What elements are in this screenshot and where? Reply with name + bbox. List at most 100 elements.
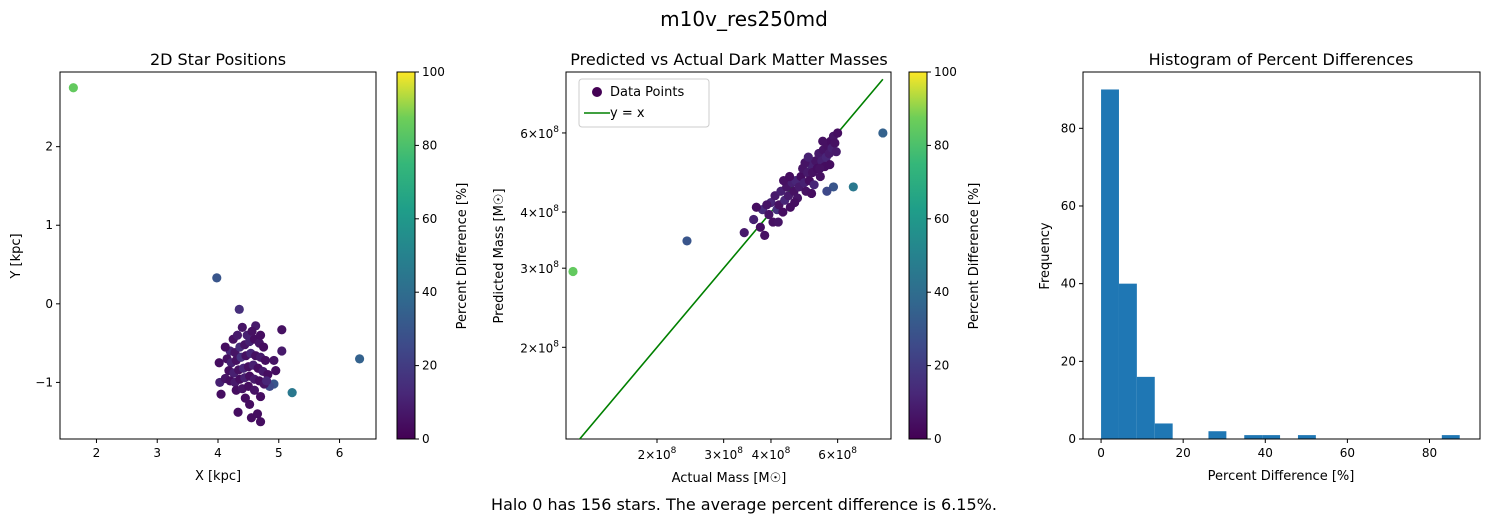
mass-comparison-point xyxy=(682,236,692,246)
y-tick-label: 80 xyxy=(1061,121,1076,135)
x-tick-label: 80 xyxy=(1422,446,1437,460)
x-tick-label: 4×108 xyxy=(752,446,791,462)
star-position-point xyxy=(255,391,266,402)
mass-comparison-point xyxy=(749,214,759,225)
star-position-point xyxy=(269,355,279,366)
star-position-point xyxy=(216,389,226,399)
mass-comparison-point xyxy=(778,207,788,217)
panel3-y-axis-label: Frequency xyxy=(1038,222,1053,289)
mass-comparison-point xyxy=(878,128,888,138)
histogram-bar xyxy=(1101,89,1119,439)
mass-comparison-point xyxy=(831,147,841,157)
panel2-title: Predicted vs Actual Dark Matter Masses xyxy=(570,50,887,69)
colorbar-1-label: Percent Difference [%] xyxy=(455,183,470,330)
y-tick-label: 3×108 xyxy=(520,260,559,276)
colorbar-tick-label: 100 xyxy=(422,65,445,79)
panel1-y-axis-label: Y [kpc] xyxy=(9,233,24,279)
colorbar-tick-label: 40 xyxy=(934,285,949,299)
mass-comparison-point xyxy=(773,217,783,227)
mass-comparison-point xyxy=(755,222,765,232)
mass-comparison-point xyxy=(760,230,770,240)
mass-comparison-point xyxy=(739,228,749,238)
panel2-points xyxy=(568,128,888,277)
panel2-y-axis-label: Predicted Mass [M☉] xyxy=(492,188,507,323)
y-tick-label: 0 xyxy=(1068,432,1076,446)
y-tick-label: 1 xyxy=(45,218,53,232)
star-position-point xyxy=(240,393,250,403)
panel-mass-comparison: Predicted vs Actual Dark Matter Masses 2… xyxy=(492,50,892,486)
star-position-point xyxy=(271,366,281,376)
histogram-bar xyxy=(1208,431,1227,439)
histogram-bar xyxy=(1136,376,1155,439)
x-tick-label: 20 xyxy=(1176,446,1191,460)
mass-comparison-point xyxy=(762,200,772,210)
x-tick-label: 3×108 xyxy=(704,446,743,462)
star-position-point xyxy=(277,346,287,356)
x-tick-label: 40 xyxy=(1258,446,1273,460)
colorbar-tick-label: 0 xyxy=(934,432,942,446)
colorbar-tick-label: 80 xyxy=(422,138,437,152)
x-tick-label: 5 xyxy=(275,446,283,460)
star-position-point xyxy=(234,304,244,314)
panel3-y-ticks: 0 20 40 60 80 xyxy=(1061,121,1083,446)
figure-suptitle: m10v_res250md xyxy=(660,7,828,31)
star-position-point xyxy=(354,354,365,364)
mass-comparison-point xyxy=(825,160,835,170)
panel2-legend: Data Points y = x xyxy=(578,78,710,128)
star-position-point xyxy=(220,342,230,352)
figure-caption: Halo 0 has 156 stars. The average percen… xyxy=(491,495,997,514)
mass-comparison-point xyxy=(833,128,843,138)
mass-comparison-point xyxy=(751,202,761,212)
histogram-bar xyxy=(1297,435,1316,439)
legend-label-data-points: Data Points xyxy=(610,85,684,100)
colorbar-1: 0 20 40 60 80 100 Percent Difference [%] xyxy=(396,65,470,446)
panel3-title: Histogram of Percent Differences xyxy=(1149,50,1414,69)
star-position-point xyxy=(255,330,266,340)
star-position-point xyxy=(237,322,247,333)
mass-comparison-point xyxy=(818,136,828,146)
y-tick-label: 6×108 xyxy=(520,125,559,141)
mass-comparison-point xyxy=(822,186,832,196)
colorbar-2-gradient xyxy=(908,71,928,440)
mass-comparison-point xyxy=(785,171,795,182)
histogram-bars xyxy=(1101,89,1460,439)
panel2-x-axis-label: Actual Mass [M☉] xyxy=(672,471,787,486)
mass-comparison-point xyxy=(764,209,774,220)
colorbar-tick-label: 100 xyxy=(934,65,957,79)
colorbar-1-ticks: 0 20 40 60 80 100 xyxy=(415,65,445,446)
y-tick-label: 0 xyxy=(45,297,53,311)
panel3-axes-frame xyxy=(1082,71,1481,440)
colorbar-tick-label: 60 xyxy=(934,212,949,226)
panel2-y-ticks: 2×108 3×108 4×108 6×108 xyxy=(520,125,566,355)
histogram-bar xyxy=(1118,283,1137,439)
mass-comparison-point xyxy=(803,152,813,162)
mass-comparison-point xyxy=(830,138,840,148)
star-position-point xyxy=(212,273,222,283)
histogram-bar xyxy=(1244,435,1263,439)
mass-comparison-point xyxy=(848,182,858,192)
legend-box xyxy=(578,78,710,128)
mass-comparison-point xyxy=(568,266,578,277)
colorbar-tick-label: 80 xyxy=(934,138,949,152)
x-tick-label: 2 xyxy=(93,446,101,460)
star-position-point xyxy=(214,358,224,368)
x-tick-label: 6×108 xyxy=(818,446,857,462)
star-position-point xyxy=(258,342,269,352)
panel2-axes-frame xyxy=(565,71,892,440)
panel3-x-ticks: 0 20 40 60 80 xyxy=(1097,439,1437,460)
star-position-point xyxy=(260,355,270,366)
colorbar-tick-label: 60 xyxy=(422,212,437,226)
star-position-point xyxy=(252,409,263,419)
mass-comparison-point xyxy=(806,188,817,199)
star-position-point xyxy=(68,83,78,93)
histogram-bar xyxy=(1154,423,1173,439)
panel1-x-axis-label: X [kpc] xyxy=(195,469,241,484)
colorbar-tick-label: 0 xyxy=(422,432,430,446)
colorbar-tick-label: 20 xyxy=(934,359,949,373)
mass-comparison-point xyxy=(815,163,825,174)
panel-histogram: Histogram of Percent Differences 0 20 40 60… xyxy=(1038,50,1481,484)
mass-comparison-point xyxy=(809,180,819,190)
legend-marker-data-points xyxy=(592,87,602,97)
y-tick-label: 40 xyxy=(1061,277,1076,291)
histogram-bar xyxy=(1262,435,1281,439)
